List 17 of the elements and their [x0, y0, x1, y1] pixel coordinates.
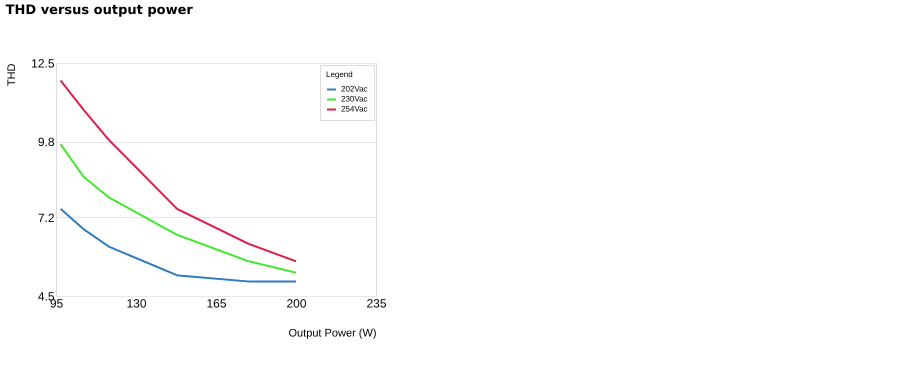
x-tick-label: 130 — [126, 296, 147, 310]
legend-title: Legend — [326, 70, 353, 79]
y-axis-title: THD — [6, 63, 18, 86]
legend-label: 254Vac — [341, 104, 368, 114]
legend-label: 202Vac — [341, 84, 368, 94]
line-series — [60, 208, 297, 282]
y-tick-label: 7.2 — [38, 210, 55, 225]
chart-title: THD versus output power — [6, 3, 194, 18]
y-tick-label: 9.8 — [38, 135, 55, 150]
y-tick-label: 12.5 — [31, 56, 55, 70]
x-tick-label: 200 — [286, 296, 307, 310]
line-series — [60, 143, 297, 274]
x-tick-label: 165 — [206, 296, 227, 310]
x-axis-title: Output Power (W) — [288, 328, 376, 340]
x-tick-label: 235 — [366, 296, 387, 310]
legend-label: 230Vac — [341, 94, 368, 104]
line-series — [60, 79, 297, 262]
